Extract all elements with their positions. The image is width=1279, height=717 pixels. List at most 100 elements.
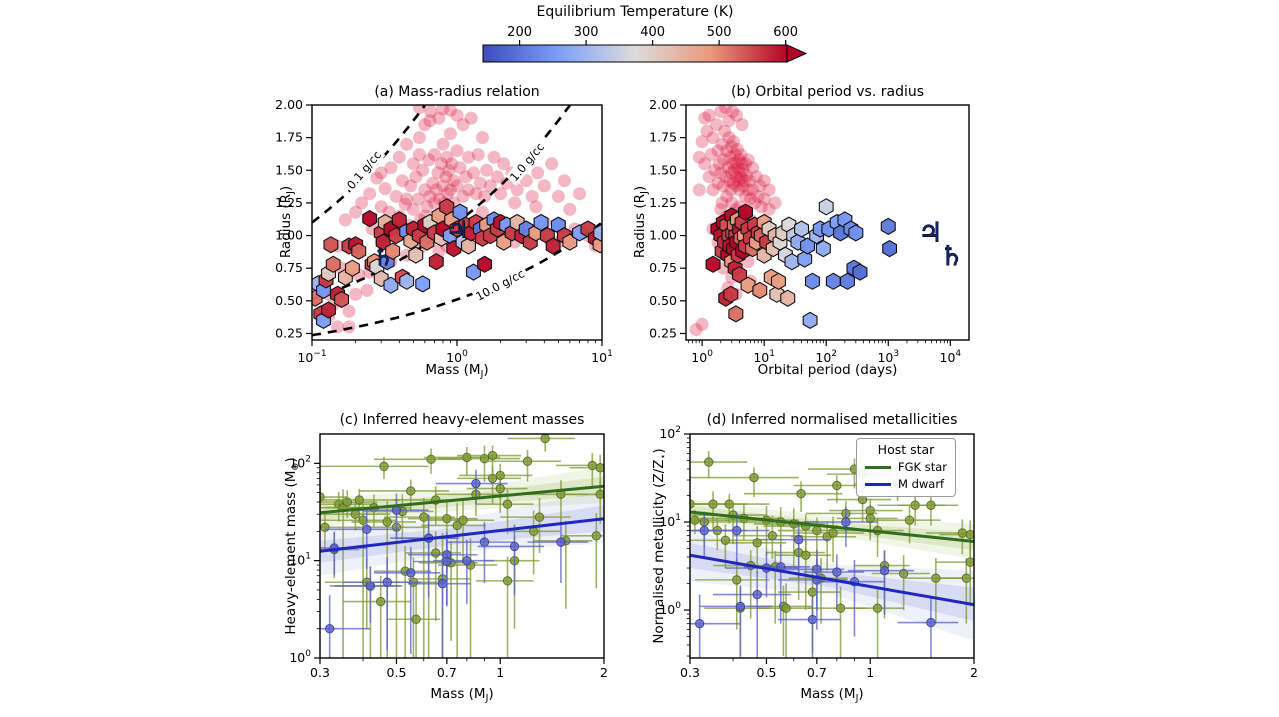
sample-hexagon bbox=[533, 213, 549, 232]
colorbar-extend-arrow bbox=[786, 44, 808, 63]
background-point bbox=[374, 200, 388, 214]
background-point bbox=[725, 140, 739, 154]
colorbar-tick-label: 200 bbox=[507, 25, 532, 40]
background-point bbox=[400, 192, 414, 206]
legend-line-mdwarf-icon bbox=[865, 482, 891, 486]
background-point bbox=[715, 137, 729, 151]
background-point bbox=[360, 283, 374, 297]
background-point bbox=[469, 187, 483, 201]
background-point bbox=[723, 174, 737, 188]
background-point bbox=[714, 166, 728, 180]
y-tick-label: 0.75 bbox=[649, 260, 677, 275]
data-point bbox=[752, 538, 762, 548]
background-point bbox=[416, 163, 430, 177]
panel-b-plot: ♃♄ bbox=[689, 105, 964, 337]
data-point bbox=[534, 512, 545, 522]
trend-line-mdwarf bbox=[320, 517, 604, 553]
background-point bbox=[743, 174, 756, 188]
background-point bbox=[404, 179, 418, 193]
data-point bbox=[965, 557, 974, 567]
y-tick-label: 1.75 bbox=[275, 130, 303, 145]
panel-c-ylabel-post: ) bbox=[283, 457, 300, 463]
panel-c-ylabel-text: Heavy-element mass (M bbox=[283, 470, 300, 635]
x-tick-label: 1 bbox=[496, 665, 504, 680]
panel-a-plot: ♃♄ bbox=[312, 105, 602, 337]
colorbar: 200 300 400 500 600 bbox=[482, 25, 808, 63]
data-point bbox=[442, 513, 452, 524]
sample-hexagon bbox=[738, 203, 753, 221]
background-point bbox=[746, 183, 760, 197]
background-point bbox=[733, 183, 746, 197]
data-point bbox=[382, 577, 392, 587]
data-point bbox=[724, 499, 734, 509]
data-point bbox=[832, 480, 842, 491]
data-point bbox=[556, 537, 566, 547]
x-tick-label: 0.5 bbox=[757, 665, 777, 680]
panel-a-xlabel: Mass (MJ) bbox=[312, 362, 602, 380]
colorbar-tick-label: 300 bbox=[574, 25, 599, 40]
data-point bbox=[452, 520, 462, 531]
background-point bbox=[711, 176, 725, 190]
background-point bbox=[748, 196, 762, 210]
background-point bbox=[529, 200, 543, 214]
background-point bbox=[746, 161, 760, 175]
background-point bbox=[751, 189, 765, 203]
data-point bbox=[458, 515, 468, 525]
background-point bbox=[428, 148, 441, 162]
background-point bbox=[757, 174, 771, 188]
data-point bbox=[841, 517, 851, 527]
density-contour bbox=[312, 221, 602, 337]
background-point bbox=[727, 135, 740, 149]
y-tick-label: 1.25 bbox=[649, 195, 677, 210]
panel-a-ylabel-text: Radius (R bbox=[278, 193, 295, 259]
background-point bbox=[418, 183, 432, 197]
panel-c-plot bbox=[320, 434, 604, 658]
sample-hexagon bbox=[815, 239, 831, 258]
legend-host-star: Host star FGK star M dwarf bbox=[856, 438, 956, 497]
background-point bbox=[702, 108, 716, 122]
background-point bbox=[715, 196, 729, 210]
tick-label: 104 bbox=[940, 349, 962, 365]
background-point bbox=[735, 157, 749, 171]
data-point bbox=[767, 530, 778, 541]
data-point bbox=[595, 463, 604, 473]
tick-label: 101 bbox=[591, 349, 613, 365]
background-point bbox=[730, 108, 744, 122]
background-point bbox=[467, 166, 480, 180]
background-point bbox=[398, 197, 412, 211]
data-point bbox=[749, 472, 759, 483]
data-point bbox=[752, 589, 762, 600]
background-point bbox=[400, 137, 414, 151]
data-point bbox=[793, 534, 804, 545]
background-point bbox=[384, 161, 398, 175]
background-point bbox=[423, 114, 437, 128]
planet-symbol-saturn: ♄ bbox=[940, 241, 964, 272]
sample-hexagon bbox=[728, 305, 744, 323]
background-point bbox=[727, 163, 741, 177]
sample-hexagon bbox=[848, 224, 864, 242]
background-point bbox=[732, 174, 746, 188]
background-point bbox=[456, 189, 470, 203]
background-point bbox=[719, 105, 733, 115]
background-point bbox=[432, 111, 446, 125]
x-tick-label: 2 bbox=[600, 665, 608, 680]
trend-line-fgk bbox=[690, 510, 974, 543]
sample-hexagon bbox=[351, 242, 367, 260]
data-point bbox=[591, 531, 602, 541]
background-point bbox=[706, 131, 720, 145]
panel-a-xlabel-text: Mass (M bbox=[425, 362, 481, 378]
data-point bbox=[354, 495, 364, 505]
tick-label: 102 bbox=[659, 425, 681, 441]
background-point bbox=[525, 189, 539, 203]
background-point bbox=[722, 131, 736, 145]
y-tick-label: 0.50 bbox=[649, 293, 677, 308]
panel-d-ylabel-post: ) bbox=[651, 448, 668, 454]
tick-label: 102 bbox=[289, 454, 311, 470]
x-tick-label: 0.7 bbox=[437, 665, 457, 680]
legend-entry-fgk: FGK star bbox=[865, 460, 947, 474]
background-point bbox=[719, 170, 733, 184]
data-point bbox=[479, 537, 490, 547]
data-point bbox=[965, 529, 974, 540]
background-point bbox=[551, 189, 565, 203]
background-point bbox=[702, 170, 716, 184]
